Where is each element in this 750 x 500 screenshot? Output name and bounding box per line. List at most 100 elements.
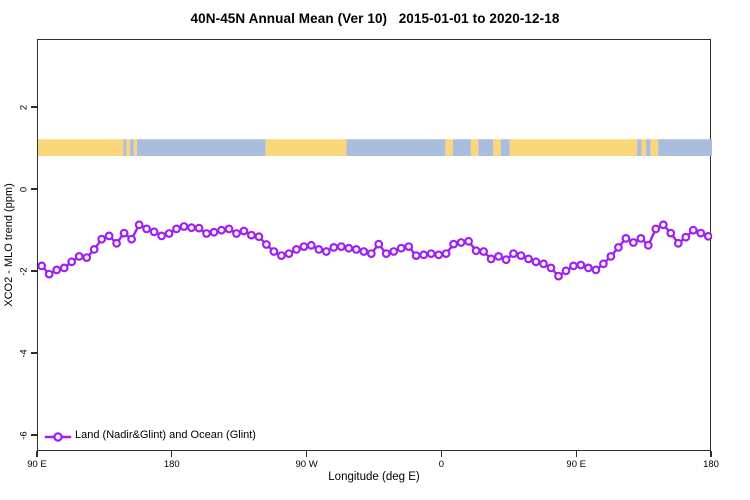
data-point-marker bbox=[276, 251, 286, 261]
map-strip-segment-ocean bbox=[123, 139, 127, 156]
data-point-marker bbox=[254, 232, 264, 242]
data-point-marker bbox=[306, 240, 316, 250]
data-point-marker bbox=[539, 259, 548, 269]
x-tick-label: 180 bbox=[703, 459, 719, 470]
data-point-marker bbox=[194, 223, 204, 233]
data-point-marker bbox=[112, 238, 121, 248]
x-tick-label: 180 bbox=[163, 459, 180, 470]
legend-label: Land (Nadir&Glint) and Ocean (Glint) bbox=[75, 429, 256, 441]
y-tick-mark bbox=[31, 270, 37, 272]
data-point-marker bbox=[127, 234, 136, 244]
data-point-marker bbox=[239, 226, 249, 236]
data-point-marker bbox=[179, 222, 189, 231]
y-tick-label: -4 bbox=[18, 348, 30, 358]
data-point-marker bbox=[44, 269, 54, 279]
data-point-marker bbox=[284, 249, 294, 259]
data-point-marker bbox=[67, 257, 77, 267]
x-tick-mark bbox=[710, 451, 712, 457]
data-point-marker bbox=[202, 229, 211, 238]
data-point-marker bbox=[546, 263, 556, 273]
data-point-marker bbox=[374, 239, 384, 249]
data-point-marker bbox=[329, 242, 339, 252]
data-point-marker bbox=[434, 250, 444, 260]
x-axis-label: Longitude (deg E) bbox=[328, 471, 420, 483]
chart-title: 40N-45N Annual Mean (Ver 10) 2015-01-01 … bbox=[190, 11, 560, 26]
data-point-marker bbox=[336, 242, 346, 252]
plot-area bbox=[37, 39, 712, 451]
data-point-marker bbox=[209, 227, 219, 237]
map-strip-segment-ocean bbox=[637, 139, 642, 156]
data-point-marker bbox=[396, 243, 406, 253]
x-tick-label: 0 bbox=[438, 459, 445, 470]
map-strip-segment-land bbox=[133, 139, 137, 156]
data-point-marker bbox=[187, 223, 196, 233]
map-strip-segment-ocean bbox=[452, 139, 471, 156]
data-point-marker bbox=[404, 242, 414, 252]
map-strip-segment-land bbox=[493, 139, 501, 156]
data-point-marker bbox=[614, 242, 623, 252]
data-point-marker bbox=[411, 251, 421, 261]
map-strip-segment-ocean bbox=[136, 139, 266, 156]
data-point-marker bbox=[269, 247, 279, 256]
data-series-line bbox=[40, 223, 710, 278]
data-point-marker bbox=[344, 243, 354, 253]
data-point-marker bbox=[629, 238, 638, 247]
data-point-marker bbox=[157, 231, 166, 241]
data-point-marker bbox=[651, 224, 661, 234]
map-strip-segment-ocean bbox=[130, 139, 134, 156]
data-point-marker bbox=[471, 246, 481, 256]
data-point-marker bbox=[643, 240, 653, 250]
data-point-marker bbox=[232, 229, 241, 238]
data-point-marker bbox=[142, 224, 151, 234]
data-point-marker bbox=[569, 261, 578, 271]
y-tick-label: -2 bbox=[18, 266, 30, 276]
map-strip-segment-land bbox=[126, 139, 131, 156]
data-point-marker bbox=[97, 234, 107, 244]
x-tick-mark bbox=[171, 451, 173, 457]
data-point-marker bbox=[501, 255, 511, 265]
data-point-marker bbox=[524, 254, 533, 264]
data-point-marker bbox=[217, 225, 226, 235]
data-point-marker bbox=[531, 257, 541, 267]
data-point-marker bbox=[381, 249, 391, 259]
y-tick-label: 2 bbox=[18, 104, 30, 110]
data-point-marker bbox=[486, 254, 496, 264]
data-point-marker bbox=[119, 228, 129, 238]
map-strip-segment-ocean bbox=[646, 139, 651, 156]
data-point-marker bbox=[52, 265, 62, 275]
data-point-marker bbox=[666, 228, 676, 238]
map-strip-segment-land bbox=[445, 139, 453, 156]
data-point-marker bbox=[59, 263, 69, 273]
map-strip-segment-land bbox=[641, 139, 647, 156]
data-point-marker bbox=[599, 259, 608, 269]
data-point-marker bbox=[419, 250, 429, 260]
data-point-marker bbox=[74, 251, 84, 261]
data-point-marker bbox=[389, 247, 399, 256]
data-point-marker bbox=[351, 244, 361, 254]
data-point-marker bbox=[104, 231, 114, 241]
map-strip-segment-ocean bbox=[500, 139, 510, 156]
y-axis-label: XCO2 - MLO trend (ppm) bbox=[3, 183, 15, 307]
data-point-marker bbox=[449, 239, 459, 249]
data-point-marker bbox=[658, 220, 668, 230]
data-point-marker bbox=[703, 231, 712, 241]
data-point-marker bbox=[591, 265, 601, 275]
data-point-marker bbox=[441, 249, 451, 259]
y-tick-label: 0 bbox=[18, 186, 30, 192]
data-point-marker bbox=[681, 232, 691, 242]
data-point-marker bbox=[561, 266, 571, 276]
data-point-marker bbox=[426, 249, 436, 259]
y-tick-mark bbox=[31, 434, 37, 436]
x-tick-mark bbox=[440, 451, 443, 457]
data-point-marker bbox=[299, 242, 309, 252]
map-strip-segment-ocean bbox=[658, 139, 712, 156]
map-strip-segment-land bbox=[650, 139, 659, 156]
data-point-marker bbox=[38, 261, 47, 271]
data-point-marker bbox=[696, 228, 706, 238]
data-point-marker bbox=[673, 238, 683, 248]
plot-canvas bbox=[38, 139, 712, 442]
map-strip-segment-land bbox=[265, 139, 347, 156]
map-strip-segment-land bbox=[470, 139, 479, 156]
data-point-marker bbox=[516, 251, 526, 261]
data-point-marker bbox=[456, 238, 466, 247]
